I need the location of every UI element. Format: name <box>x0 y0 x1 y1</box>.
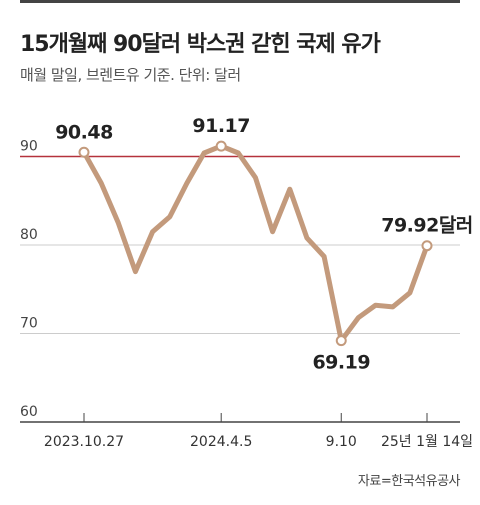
chart-title: 15개월째 90달러 박스권 갇힌 국제 유가 <box>20 32 381 57</box>
x-tick-label: 25년 1월 14일 <box>381 434 473 450</box>
price-line <box>81 143 430 344</box>
y-tick-label: 60 <box>20 404 38 420</box>
x-tick-label: 9.10 <box>326 434 357 450</box>
point-marker <box>335 335 347 347</box>
data-label: 91.17 <box>192 115 250 137</box>
data-label: 90.48 <box>55 121 113 143</box>
top-rule <box>20 0 460 3</box>
chart-subtitle: 매월 말일, 브렌트유 기준. 단위: 달러 <box>20 66 241 84</box>
point-marker <box>421 240 433 252</box>
data-label: 79.92달러 <box>381 215 473 237</box>
x-tick-label: 2023.10.27 <box>44 434 124 450</box>
data-label: 69.19 <box>312 352 370 374</box>
x-tick-label: 2024.4.5 <box>190 434 252 450</box>
point-marker <box>78 146 90 158</box>
y-tick-label: 90 <box>20 139 38 155</box>
source-note: 자료=한국석유공사 <box>357 474 461 489</box>
point-marker <box>215 140 227 152</box>
y-tick-label: 70 <box>20 316 38 332</box>
y-tick-label: 80 <box>20 227 38 243</box>
